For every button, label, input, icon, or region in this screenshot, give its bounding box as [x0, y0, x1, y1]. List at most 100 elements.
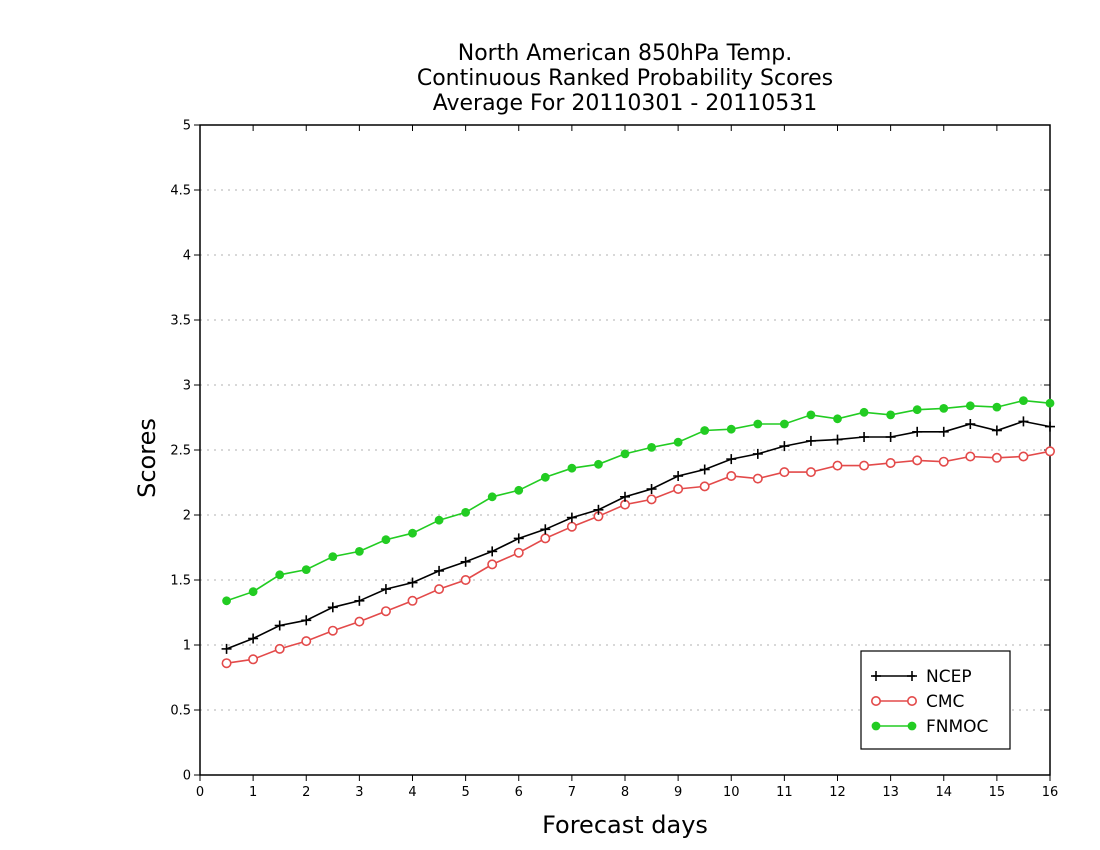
data-point-fnmoc: [806, 410, 816, 420]
data-point-ncep: [593, 504, 604, 515]
data-point-ncep: [1018, 416, 1029, 427]
x-axis-label: Forecast days: [542, 811, 708, 839]
data-point-ncep: [274, 620, 285, 631]
x-tick-label: 9: [674, 785, 682, 800]
data-point-cmc: [646, 494, 657, 505]
grid: [200, 189, 1050, 711]
data-point-fnmoc: [434, 515, 444, 525]
y-tick-label: 1: [183, 639, 191, 654]
data-point-fnmoc: [753, 419, 763, 429]
data-point-cmc: [938, 456, 949, 467]
data-point-cmc: [805, 467, 816, 478]
data-point-fnmoc: [487, 492, 497, 502]
data-point-ncep: [620, 491, 630, 502]
data-point-fnmoc: [381, 535, 391, 545]
data-point-cmc: [327, 625, 338, 636]
x-tick-label: 3: [355, 785, 363, 800]
data-point-ncep: [327, 602, 338, 613]
data-point-ncep: [991, 425, 1002, 436]
x-tick-label: 6: [515, 785, 523, 800]
data-point-ncep: [779, 441, 790, 452]
x-tick-label: 4: [408, 785, 416, 800]
data-point-ncep: [540, 524, 551, 535]
series-line-ncep: [226, 420, 1051, 650]
data-point-ncep: [460, 556, 471, 567]
data-point-cmc: [832, 460, 843, 471]
data-point-cmc: [779, 467, 790, 478]
legend-marker-fnmoc: [871, 721, 881, 731]
data-point-ncep: [221, 643, 232, 654]
data-point-fnmoc: [301, 565, 311, 574]
y-tick-label: 4: [183, 249, 191, 264]
data-point-cmc: [673, 483, 684, 494]
legend-marker-cmc: [870, 695, 881, 706]
axis-ticks: 00.511.522.533.544.550 1 2 3 4 5 6 7 8 9 10 11 12 13 1…: [170, 119, 1058, 801]
legend-item-ncep: NCEP: [871, 667, 972, 687]
title-line-3: Average For 20110301 - 20110531: [433, 91, 818, 116]
data-point-fnmoc: [1045, 398, 1055, 408]
x-tick-label: 8: [621, 785, 629, 800]
x-tick-label: 5: [461, 785, 469, 800]
data-point-ncep: [566, 512, 577, 523]
series-ncep: [221, 416, 1055, 654]
data-point-fnmoc: [594, 459, 603, 469]
y-axis-label: Scores: [133, 418, 161, 498]
data-point-ncep: [832, 434, 843, 445]
data-point-ncep: [912, 426, 923, 437]
title-line-1: North American 850hPa Temp.: [458, 41, 793, 66]
data-point-cmc: [380, 606, 391, 617]
data-point-fnmoc: [673, 437, 683, 447]
data-point-cmc: [274, 643, 285, 654]
data-point-ncep: [938, 426, 949, 437]
legend-item-cmc: CMC: [870, 692, 964, 712]
y-tick-label: 0: [183, 769, 191, 784]
y-tick-label: 0.5: [170, 704, 191, 719]
series-line-cmc: [226, 450, 1051, 664]
data-point-cmc: [354, 616, 365, 627]
x-tick-label: 12: [829, 785, 846, 800]
data-point-ncep: [248, 633, 259, 644]
x-tick-label: 13: [882, 785, 899, 800]
y-tick-label: 3: [183, 379, 191, 394]
data-point-cmc: [885, 457, 896, 468]
series: [221, 396, 1056, 669]
data-point-ncep: [965, 419, 976, 429]
data-point-cmc: [487, 559, 498, 570]
data-point-fnmoc: [779, 419, 789, 429]
data-point-ncep: [673, 471, 684, 481]
x-tick-label: 0: [196, 785, 204, 800]
series-line-fnmoc: [226, 399, 1051, 602]
data-point-fnmoc: [461, 508, 471, 517]
data-point-ncep: [380, 584, 391, 595]
data-point-fnmoc: [354, 547, 364, 556]
x-tick-label: 15: [989, 785, 1006, 800]
data-point-fnmoc: [408, 528, 417, 538]
data-point-fnmoc: [620, 449, 630, 459]
data-point-cmc: [726, 470, 737, 481]
title-line-2: Continuous Ranked Probability Scores: [417, 66, 833, 91]
data-point-fnmoc: [833, 414, 842, 424]
legend-label: CMC: [926, 692, 964, 712]
x-tick-label: 2: [302, 785, 310, 800]
data-point-ncep: [487, 546, 498, 557]
y-tick-label: 2: [183, 509, 191, 524]
legend-marker-cmc: [906, 695, 917, 706]
data-point-cmc: [912, 455, 923, 466]
data-point-fnmoc: [540, 472, 550, 482]
legend-marker-ncep: [871, 671, 881, 681]
legend-label: NCEP: [926, 667, 972, 687]
data-point-cmc: [301, 636, 312, 647]
data-point-fnmoc: [965, 401, 975, 411]
x-tick-label: 16: [1042, 785, 1059, 800]
y-tick-label: 1.5: [170, 574, 191, 589]
data-point-fnmoc: [939, 404, 949, 413]
data-point-cmc: [460, 574, 471, 585]
data-point-cmc: [540, 533, 551, 544]
data-point-cmc: [434, 584, 445, 595]
legend-item-fnmoc: FNMOC: [871, 717, 988, 737]
data-point-cmc: [1018, 451, 1029, 462]
data-point-cmc: [513, 547, 524, 558]
data-point-fnmoc: [1019, 396, 1028, 405]
data-point-ncep: [805, 435, 816, 446]
data-point-fnmoc: [886, 410, 896, 420]
